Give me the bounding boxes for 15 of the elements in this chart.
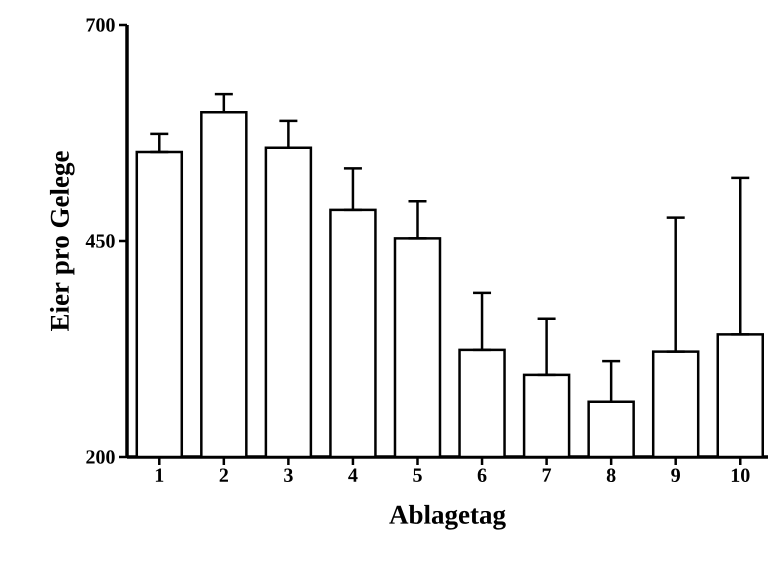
x-tick-label: 6 <box>478 468 486 482</box>
y-tick-label: 700 <box>86 18 115 32</box>
x-tick-label: 7 <box>542 468 552 482</box>
x-tick-label: 8 <box>606 468 616 482</box>
x-tick-label: 3 <box>284 468 293 482</box>
x-tick-label: 10 <box>732 468 750 482</box>
x-tick-label: 9 <box>671 468 680 482</box>
y-axis-title: Eier pro Gelege <box>50 151 75 332</box>
x-tick-label: 2 <box>220 468 228 482</box>
x-tick-label: 4 <box>348 468 358 482</box>
y-tick-label: 200 <box>86 450 115 464</box>
x-axis-title: Ablagetag <box>389 504 506 530</box>
x-tick-label: 1 <box>156 468 164 482</box>
x-tick-label: 5 <box>413 468 422 482</box>
y-tick-label: 450 <box>86 234 115 248</box>
